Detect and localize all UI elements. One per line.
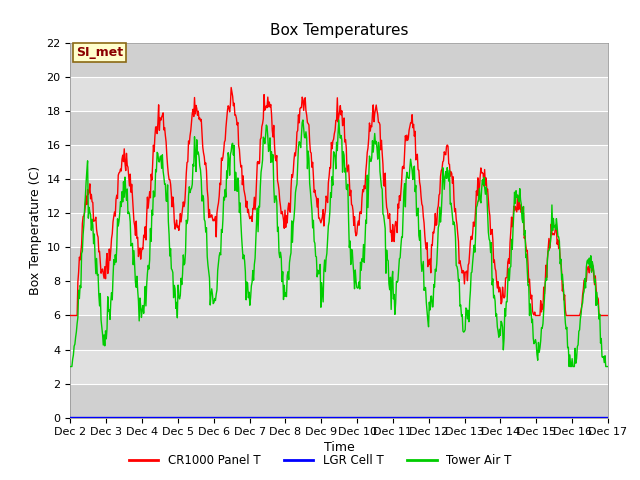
Bar — [70, 180, 608, 214]
Bar — [70, 145, 608, 180]
Bar — [70, 214, 608, 247]
Bar — [70, 349, 608, 384]
Bar — [70, 43, 608, 77]
Y-axis label: Box Temperature (C): Box Temperature (C) — [29, 166, 42, 295]
Bar — [70, 315, 608, 349]
X-axis label: Time: Time — [324, 442, 355, 455]
Title: Box Temperatures: Box Temperatures — [270, 23, 408, 38]
Bar — [70, 247, 608, 281]
Text: SI_met: SI_met — [76, 46, 123, 60]
Bar — [70, 281, 608, 315]
Bar — [70, 384, 608, 418]
Bar — [70, 111, 608, 145]
Bar — [70, 77, 608, 111]
Legend: CR1000 Panel T, LGR Cell T, Tower Air T: CR1000 Panel T, LGR Cell T, Tower Air T — [124, 449, 516, 472]
